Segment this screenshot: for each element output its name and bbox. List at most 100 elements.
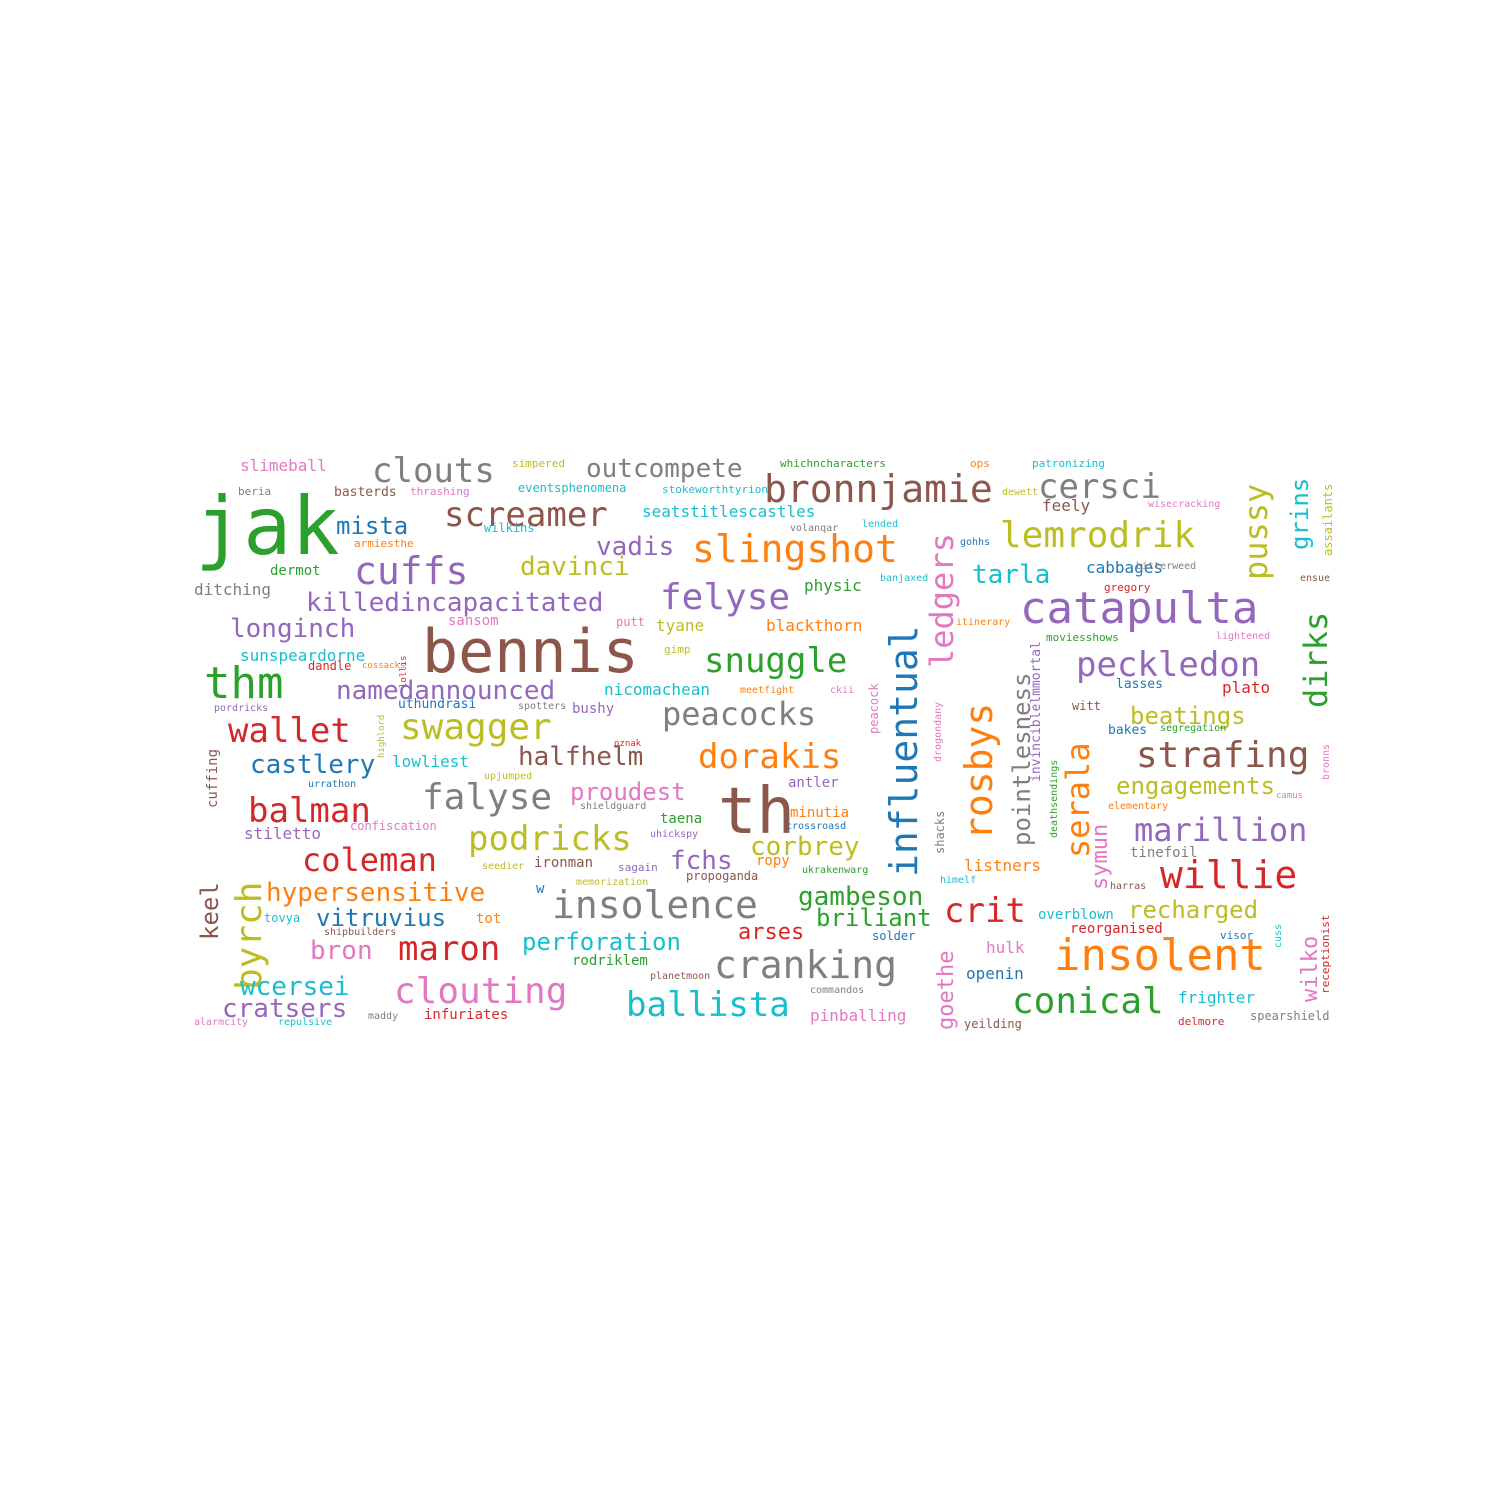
cloud-word: visor: [1220, 929, 1254, 942]
cloud-word: reorganised: [1070, 921, 1163, 937]
cloud-word: assailants: [1321, 483, 1335, 556]
cloud-word: dorakis: [698, 737, 842, 777]
cloud-word: ckii: [830, 685, 855, 696]
cloud-word: fchs: [670, 846, 733, 876]
cloud-word: infuriates: [424, 1007, 509, 1023]
cloud-word: peckledon: [1076, 645, 1261, 685]
cloud-word: insolence: [552, 883, 758, 927]
cloud-word: eventsphenomena: [518, 481, 627, 495]
cloud-word: tinefoil: [1130, 845, 1198, 861]
cloud-word: elementary: [1108, 801, 1169, 812]
cloud-word: lasses: [1116, 677, 1163, 692]
cloud-word: tovya: [264, 911, 301, 925]
cloud-word: lollis: [399, 655, 409, 688]
cloud-word: openin: [966, 964, 1024, 983]
cloud-word: killedincapacitated: [306, 588, 604, 618]
cloud-word: wallet: [228, 711, 351, 751]
cloud-word: perforation: [522, 928, 681, 956]
cloud-word: patronizing: [1032, 457, 1105, 470]
cloud-word: plato: [1222, 678, 1271, 697]
cloud-word: commandos: [810, 985, 865, 996]
cloud-word: receptionist: [1319, 914, 1332, 994]
cloud-word: insolent: [1054, 930, 1266, 981]
cloud-word: volanqar: [790, 523, 839, 534]
cloud-word: catapulta: [1020, 583, 1259, 634]
cloud-word: clouts: [372, 452, 495, 491]
cloud-word: confiscation: [350, 819, 437, 833]
cloud-word: invinciblelmmortal: [1029, 641, 1044, 782]
cloud-word: cuffing: [205, 748, 221, 808]
cloud-word: shacks: [933, 810, 947, 854]
cloud-word: lended: [862, 519, 899, 530]
cloud-word: feely: [1042, 496, 1091, 515]
cloud-word: ditching: [194, 580, 272, 599]
cloud-word: camus: [1276, 791, 1304, 801]
cloud-word: proudest: [570, 778, 686, 806]
cloud-word: beria: [238, 485, 272, 498]
cloud-word: conical: [1012, 981, 1164, 1022]
cloud-word: ledgers: [923, 533, 961, 668]
cloud-word: stiletto: [244, 824, 322, 843]
cloud-word: vitruvius: [316, 904, 447, 932]
cloud-word: rodriklem: [572, 953, 648, 969]
cloud-word: coleman: [302, 841, 437, 879]
cloud-word: namedannounced: [336, 676, 556, 706]
cloud-word: nicomachean: [604, 680, 710, 699]
cloud-word: seedier: [482, 861, 525, 872]
cloud-word: ukrakenwarg: [802, 865, 869, 876]
cloud-word: peacock: [867, 683, 881, 734]
cloud-word: podricks: [468, 819, 632, 859]
cloud-word: willie: [1160, 853, 1298, 897]
cloud-word: cabbages: [1086, 558, 1164, 577]
cloud-word: vadis: [596, 532, 675, 562]
cloud-word: moviesshows: [1046, 631, 1119, 644]
cloud-word: wisecracking: [1148, 499, 1221, 510]
cloud-word: overblown: [1038, 907, 1114, 923]
cloud-word: rosbys: [957, 702, 1001, 840]
cloud-word: shieldguard: [580, 801, 647, 812]
cloud-word: maddy: [368, 1011, 399, 1022]
cloud-word: balman: [248, 791, 371, 831]
cloud-word: repulsive: [278, 1017, 333, 1028]
cloud-word: antler: [788, 775, 839, 791]
cloud-word: cratsers: [222, 994, 348, 1024]
cloud-word: goethe: [934, 950, 959, 1030]
word-cloud: jak bennis th catapulta insolent thm bro…: [190, 452, 1350, 1042]
cloud-word: lowliest: [392, 752, 470, 771]
cloud-word: whichncharacters: [780, 457, 886, 470]
cloud-word: bushy: [572, 701, 615, 717]
cloud-word: ironman: [534, 855, 594, 871]
cloud-word: briliant: [816, 904, 932, 932]
cloud-word: deathsendings: [1049, 759, 1060, 838]
cloud-word: basterds: [334, 485, 397, 500]
cloud-word: thm: [204, 658, 284, 709]
cloud-word: stokeworthtyrion: [662, 483, 768, 496]
cloud-word: thrashing: [410, 485, 470, 498]
cloud-word: screamer: [444, 495, 608, 535]
cloud-word: cuffs: [354, 549, 469, 593]
cloud-word: physic: [804, 576, 862, 595]
cloud-word: slimeball: [240, 456, 327, 475]
cloud-word: urrathon: [308, 779, 357, 790]
cloud-word: influentual: [882, 625, 926, 877]
cloud-word: castlery: [250, 750, 376, 780]
cloud-word: tarla: [972, 560, 1051, 590]
cloud-word: w: [536, 881, 545, 897]
cloud-word: memorization: [576, 877, 649, 888]
cloud-word: recharged: [1128, 896, 1259, 924]
cloud-word: peacocks: [662, 695, 817, 733]
cloud-word: dewett: [1002, 487, 1039, 498]
cloud-word: gohhs: [960, 537, 991, 548]
cloud-word: armiesthe: [354, 537, 414, 550]
cloud-word: hypersensitive: [266, 878, 486, 908]
cloud-word: maron: [398, 929, 501, 969]
cloud-word: simpered: [512, 457, 565, 470]
cloud-word: frighter: [1178, 988, 1256, 1007]
cloud-word: blackthorn: [766, 616, 863, 635]
cloud-word: seatstitlescastles: [642, 502, 816, 521]
cloud-word: tot: [476, 911, 502, 927]
cloud-word: bronns: [1321, 743, 1332, 780]
cloud-word: sansom: [448, 613, 499, 629]
cloud-word: banjaxed: [880, 573, 929, 584]
